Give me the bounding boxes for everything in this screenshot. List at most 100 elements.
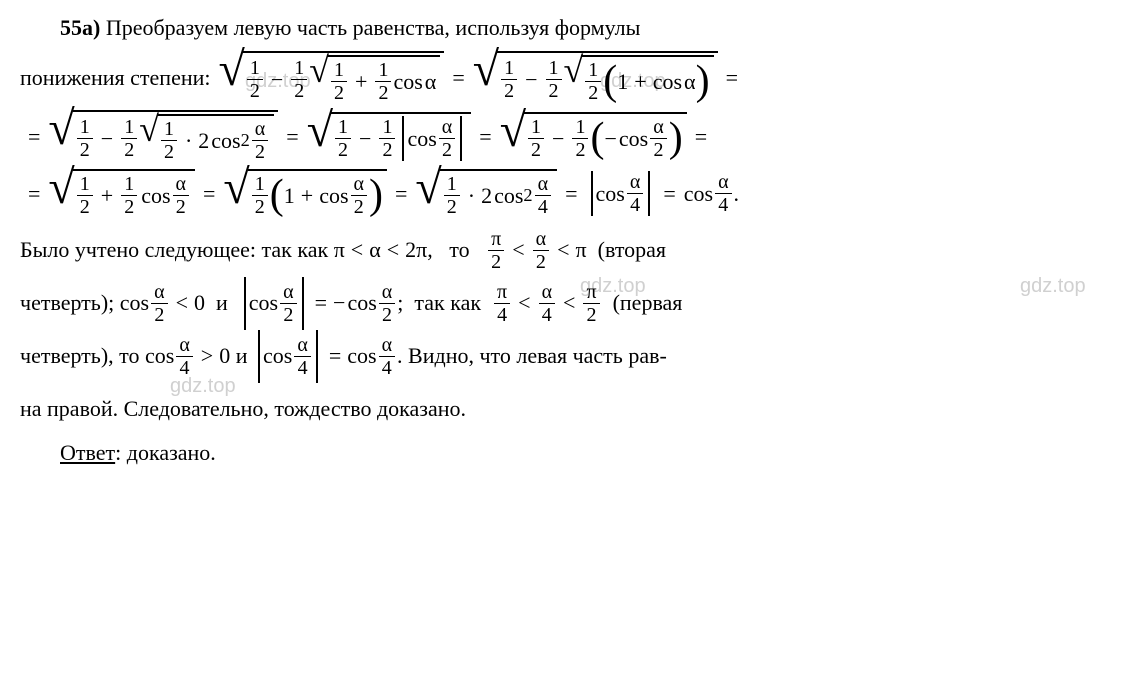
paren-left: ( bbox=[270, 177, 284, 215]
radical-sign: √ bbox=[48, 169, 74, 207]
text-quadrant-2: четверть), то bbox=[20, 330, 139, 383]
frac-alpha-4: α4 bbox=[715, 171, 731, 216]
text-then: то bbox=[449, 224, 469, 277]
frac-alpha-2: α2 bbox=[351, 173, 367, 218]
minus-op: − bbox=[359, 121, 371, 156]
equals: = bbox=[28, 119, 40, 154]
sqrt-outer-4: √ 12 − 12 cos α2 bbox=[307, 112, 472, 161]
abs-bar bbox=[402, 116, 404, 161]
text-segment: Было учтено следующее: так как bbox=[20, 224, 328, 277]
one: 1 bbox=[284, 178, 295, 213]
plus-op: + bbox=[634, 64, 646, 99]
alpha: α bbox=[425, 64, 437, 99]
dot-op: · bbox=[468, 178, 475, 213]
equals: = bbox=[663, 176, 675, 211]
cos-text: cos bbox=[211, 123, 240, 158]
frac-half: 12 bbox=[546, 57, 562, 102]
sqrt-inner-3: √ 12 · 2 cos2 α2 bbox=[139, 114, 274, 163]
frac-half: 12 bbox=[121, 173, 137, 218]
minus-op: − bbox=[271, 62, 283, 97]
cos-text: cos bbox=[393, 64, 422, 99]
dot-op: · bbox=[185, 123, 192, 158]
radical-sign: √ bbox=[415, 169, 441, 207]
abs-bar bbox=[460, 116, 462, 161]
plus-op: + bbox=[101, 178, 113, 213]
text-so-as: так как bbox=[414, 277, 481, 330]
cos-pos: cos α4 > 0 bbox=[145, 330, 230, 383]
explanation-block: Было учтено следующее: так как π < α < 2… bbox=[20, 224, 1115, 435]
problem-number: 55а) bbox=[60, 15, 100, 40]
frac-alpha-2: α2 bbox=[650, 116, 666, 161]
frac-half: 12 bbox=[585, 59, 601, 104]
frac-half: 12 bbox=[444, 173, 460, 218]
cos-text: cos bbox=[319, 178, 348, 213]
frac-half: 12 bbox=[161, 118, 177, 163]
paren-right: ) bbox=[369, 177, 383, 215]
radical-sign: √ bbox=[219, 51, 245, 89]
minus-op: − bbox=[525, 62, 537, 97]
frac-half: 12 bbox=[379, 116, 395, 161]
frac-half: 12 bbox=[331, 59, 347, 104]
sqrt-7: √ 12 ( 1 + cos α2 ) bbox=[223, 169, 387, 218]
cos-text: cos bbox=[596, 176, 625, 211]
math-line-2: = √ 12 − 12 √ 12 · 2 cos2 α2 bbox=[20, 110, 1115, 163]
abs-eq-2: cos α4 = cos α4 bbox=[253, 330, 397, 383]
paren-left: ( bbox=[603, 63, 617, 101]
radical-sign: √ bbox=[500, 112, 526, 150]
sqrt-6: √ 12 + 12 cos α2 bbox=[48, 169, 195, 218]
sqrt-outer-5: √ 12 − 12 ( − cos α2 ) bbox=[500, 112, 687, 161]
content: 55а) Преобразуем левую часть равенства, … bbox=[20, 10, 1115, 471]
frac-alpha-2: α2 bbox=[439, 116, 455, 161]
radical-sign: √ bbox=[307, 112, 333, 150]
abs-cos: cos α2 bbox=[397, 116, 467, 161]
cos-text: cos bbox=[684, 176, 713, 211]
frac-alpha-4: α4 bbox=[535, 173, 551, 218]
frac-half: 12 bbox=[77, 173, 93, 218]
frac-alpha-4: α4 bbox=[627, 171, 643, 216]
sqrt-8: √ 12 · 2 cos2 α4 bbox=[415, 169, 557, 218]
minus-op: − bbox=[604, 121, 616, 156]
period: . bbox=[734, 176, 740, 211]
abs-cos-a4: cos α4 bbox=[586, 171, 656, 216]
cos-a4-final: cos α4 bbox=[684, 171, 734, 216]
text-first-q: (первая bbox=[613, 277, 683, 330]
paren-right: ) bbox=[669, 120, 683, 158]
sqrt-inner-2: √ 12 ( 1 + cos α ) bbox=[564, 55, 714, 104]
radical-sign: √ bbox=[48, 110, 74, 148]
frac-half: 12 bbox=[572, 116, 588, 161]
abs-bar bbox=[648, 171, 650, 216]
frac-half: 12 bbox=[121, 116, 137, 161]
sqrt-inner-1: √ 12 + 12 cos α bbox=[309, 55, 440, 104]
radical-sign: √ bbox=[473, 51, 499, 89]
equals: = bbox=[452, 60, 464, 95]
sqrt-outer-2: √ 12 − 12 √ 12 ( 1 + cos α bbox=[473, 51, 718, 104]
intro-text-2: понижения степени: bbox=[20, 60, 211, 95]
one: 1 bbox=[617, 64, 628, 99]
alpha: α bbox=[684, 64, 696, 99]
text-quadrant: четверть); bbox=[20, 277, 114, 330]
abs-eq-1: cos α2 = − cos α2 bbox=[239, 277, 397, 330]
intro-line-1: 55а) Преобразуем левую часть равенства, … bbox=[20, 10, 1115, 45]
square-exp: 2 bbox=[241, 126, 250, 155]
equals: = bbox=[726, 60, 738, 95]
math-line-3: = √ 12 + 12 cos α2 = √ 12 ( 1 bbox=[20, 169, 1115, 218]
intro-text-1: Преобразуем левую часть равенства, испол… bbox=[106, 15, 641, 40]
answer-value: доказано. bbox=[127, 440, 216, 465]
answer-line: Ответ: доказано. bbox=[20, 435, 1115, 470]
frac-half: 12 bbox=[252, 173, 268, 218]
cos-text: cos bbox=[407, 121, 436, 156]
ineq-1: π < α < 2π bbox=[334, 224, 428, 277]
equals: = bbox=[286, 119, 298, 154]
abs-bar bbox=[591, 171, 593, 216]
frac-alpha-2: α2 bbox=[252, 118, 268, 163]
two: 2 bbox=[198, 123, 209, 158]
equals: = bbox=[479, 119, 491, 154]
square-exp: 2 bbox=[523, 181, 532, 210]
text-and-2: и bbox=[236, 330, 248, 383]
cos-text: cos bbox=[653, 64, 682, 99]
page-container: gdz.top gdz.top gdz.top gdz.top gdz.top … bbox=[20, 10, 1115, 471]
text-second-q: (вторая bbox=[598, 224, 666, 277]
cos-neg: cos α2 < 0 bbox=[120, 277, 205, 330]
sqrt-outer-1: √ 12 − 12 √ 12 + 12 cos α bbox=[219, 51, 445, 104]
semicolon: ; bbox=[397, 277, 403, 330]
